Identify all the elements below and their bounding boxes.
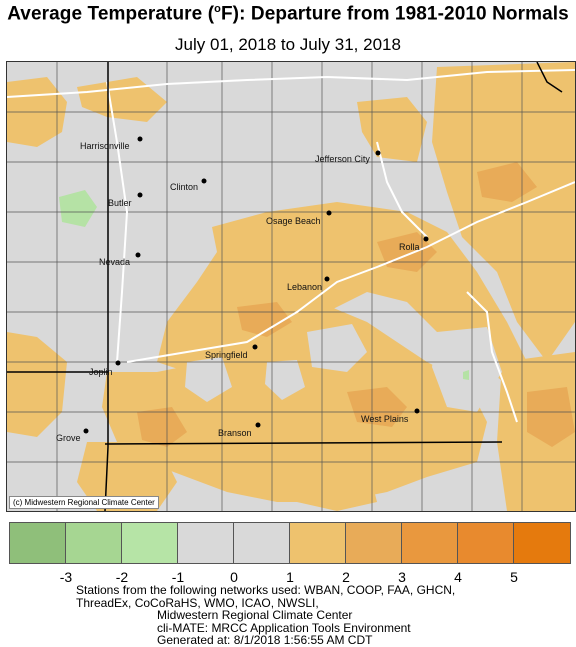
legend-tick-label: 5	[510, 569, 518, 585]
legend-swatch	[290, 523, 346, 563]
notes-line-3: Midwestern Regional Climate Center	[157, 608, 353, 622]
legend-tick-label: 0	[230, 569, 238, 585]
legend-swatch	[122, 523, 178, 563]
city-label-rolla: Rolla	[399, 242, 420, 252]
legend-swatch	[234, 523, 290, 563]
legend-tick-label: 3	[398, 569, 406, 585]
legend-tick-label: -3	[59, 569, 73, 585]
city-label-grove: Grove	[56, 433, 81, 443]
color-legend	[9, 522, 571, 564]
county-boundaries	[7, 62, 575, 511]
notes-line-2: ThreadEx, CoCoRaHS, WMO, ICAO, NWSLI,	[76, 595, 319, 610]
city-markers	[83, 136, 429, 434]
legend-tick-label: -2	[115, 569, 129, 585]
map-title: Average Temperature (oF): Departure from…	[7, 3, 569, 25]
legend-swatch	[402, 523, 458, 563]
cool-departure-area	[59, 190, 97, 227]
city-label-nevada: Nevada	[99, 257, 131, 267]
city-label-springfield: Springfield	[205, 350, 248, 360]
legend-tick-label: 2	[342, 569, 350, 585]
city-label-harrisonville: Harrisonville	[80, 141, 130, 151]
legend-swatch	[66, 523, 122, 563]
legend-swatch	[346, 523, 402, 563]
legend-tick-label: 4	[454, 569, 462, 585]
city-label-jefferson-city: Jefferson City	[315, 154, 370, 164]
map-canvas	[7, 62, 575, 511]
copyright-notice: (c) Midwestern Regional Climate Center	[9, 496, 159, 509]
notes-line-1: Stations from the following networks use…	[76, 583, 456, 597]
cool-departure-area-small	[463, 370, 469, 380]
city-label-osage-beach: Osage Beach	[266, 216, 321, 226]
city-label-lebanon: Lebanon	[287, 282, 323, 292]
city-label-joplin: Joplin	[89, 367, 113, 377]
legend-tick-label: 1	[286, 569, 294, 585]
data-source-notes: Stations from the following networks use…	[76, 584, 455, 647]
city-label-butler: Butler	[108, 198, 132, 208]
legend-swatch	[10, 523, 66, 563]
legend-swatch	[458, 523, 514, 563]
legend-tick-label: -1	[171, 569, 185, 585]
temperature-departure-map: Harrisonville Jefferson City Clinton But…	[6, 61, 576, 512]
state-borders	[7, 62, 563, 511]
city-label-branson: Branson	[218, 428, 252, 438]
highways	[7, 69, 575, 423]
city-label-clinton: Clinton	[170, 182, 199, 192]
city-label-west-plains: West Plains	[361, 414, 409, 424]
legend-swatch	[514, 523, 570, 563]
notes-line-5: Generated at: 8/1/2018 1:56:55 AM CDT	[157, 633, 373, 647]
map-subtitle: July 01, 2018 to July 31, 2018	[175, 35, 401, 54]
notes-line-4: cli-MATE: MRCC Application Tools Environ…	[157, 620, 411, 635]
legend-swatch	[178, 523, 234, 563]
